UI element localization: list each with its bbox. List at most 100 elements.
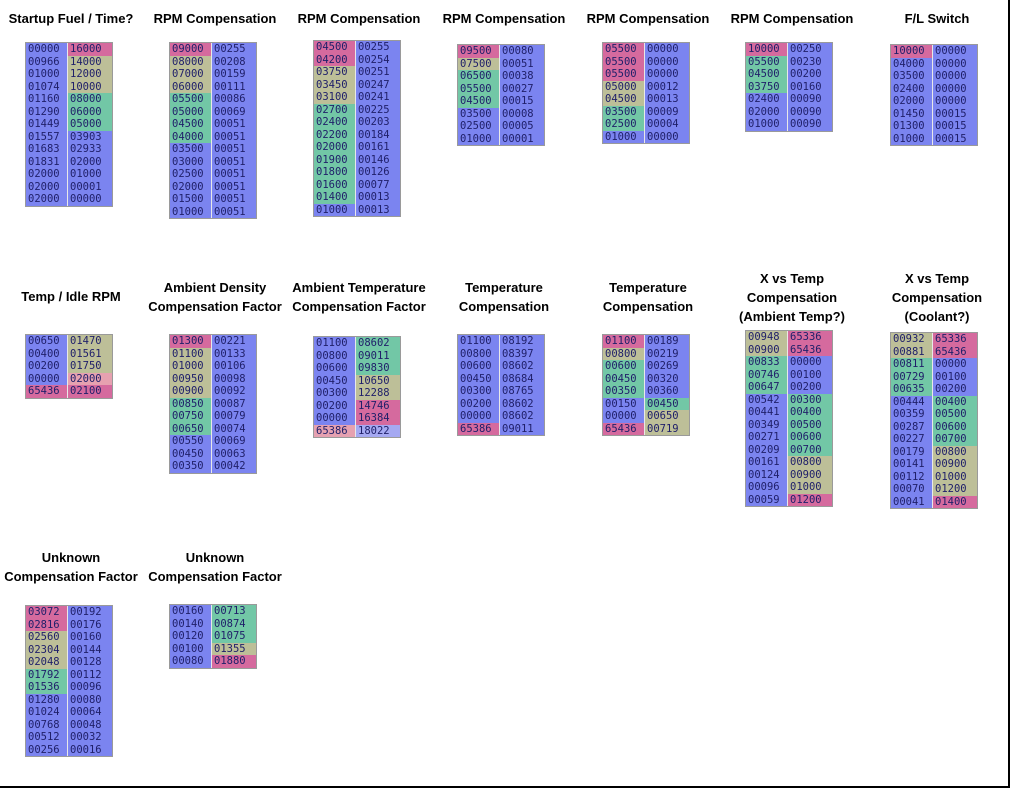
table-title: Temp / Idle RPM — [0, 287, 145, 306]
table-cell-y: 00042 — [212, 460, 256, 473]
table-cell-y: 08602 — [500, 397, 544, 410]
table-cell-y: 00874 — [212, 617, 256, 630]
table-cell-x: 00096 — [746, 481, 788, 494]
table-cell-y: 12000 — [68, 68, 112, 81]
table-cell-y: 00192 — [68, 606, 112, 619]
table-cell-y: 00063 — [212, 447, 256, 460]
table-cell-y: 00087 — [212, 397, 256, 410]
table-cell-x: 02000 — [314, 141, 356, 154]
table-cell-x: 65386 — [314, 424, 356, 437]
table-cell-y: 00251 — [356, 66, 400, 79]
table-title: RPM Compensation — [574, 9, 722, 28]
table-cell-y: 03903 — [68, 130, 112, 143]
table-cell-x: 04500 — [458, 95, 500, 108]
table-title: Temperature Compensation — [574, 278, 722, 316]
table-cell-x: 00070 — [891, 483, 933, 496]
table-cell-y: 00000 — [933, 82, 977, 95]
table-cell-y: 00160 — [788, 80, 832, 93]
table-cell-y: 08397 — [500, 347, 544, 360]
table-cell-y: 00027 — [500, 82, 544, 95]
table-cell-x: 10000 — [891, 45, 933, 58]
table-cell-x: 01024 — [26, 706, 68, 719]
table-cell-x: 65436 — [26, 385, 68, 398]
table-cell-x: 00800 — [314, 349, 356, 362]
table-cell-x: 00600 — [458, 360, 500, 373]
table-cell-x: 05500 — [458, 82, 500, 95]
table-cell-x: 05000 — [603, 80, 645, 93]
table-cell-x: 04000 — [170, 130, 212, 143]
table-cell-x: 01900 — [314, 153, 356, 166]
table-cell-y: 00128 — [68, 656, 112, 669]
table-cell-x: 00141 — [891, 458, 933, 471]
table-title-line: Startup Fuel / Time? — [8, 11, 134, 26]
table-cell-y: 05000 — [68, 118, 112, 131]
table-cell-x: 00350 — [603, 385, 645, 398]
table-title: Ambient Temperature Compensation Factor — [285, 278, 433, 316]
table-cell-y: 00900 — [933, 458, 977, 471]
table-cell-y: 02000 — [68, 155, 112, 168]
table-cell-x: 01000 — [746, 118, 788, 131]
table-cell-y: 00800 — [788, 456, 832, 469]
data-table: 01100 08192 00800 08397 00600 08602 00450 08684… — [457, 334, 545, 436]
table-cell-x: 03500 — [170, 143, 212, 156]
table-cell-y: 00032 — [68, 731, 112, 744]
data-table: 01300 00221 01100 00133 01000 00106 00950 00098… — [169, 334, 257, 474]
table-cell-x: 00811 — [891, 358, 933, 371]
table-cell-y: 00111 — [212, 80, 256, 93]
table-cell-x: 02000 — [26, 193, 68, 206]
table-cell-y: 00012 — [645, 80, 689, 93]
table-cell-x: 07500 — [458, 57, 500, 70]
table-cell-x: 02000 — [170, 180, 212, 193]
table-cell-x: 01280 — [26, 693, 68, 706]
table-cell-y: 00146 — [356, 153, 400, 166]
table-cell-y: 01000 — [933, 470, 977, 483]
table-cell-y: 16000 — [68, 43, 112, 56]
table-cell-x: 00160 — [170, 605, 212, 618]
table-cell-y: 00015 — [933, 120, 977, 133]
table-title-line: (Coolant?) — [904, 309, 970, 324]
table-cell-x: 01100 — [458, 335, 500, 348]
table-title-line: Compensation Factor — [148, 299, 282, 314]
table-cell-y: 00719 — [645, 422, 689, 435]
table-cell-y: 08602 — [500, 410, 544, 423]
table-cell-y: 00069 — [212, 105, 256, 118]
table-cell-x: 00300 — [314, 387, 356, 400]
table-cell-y: 00004 — [645, 118, 689, 131]
table-cell-y: 00038 — [500, 70, 544, 83]
table-title-line: RPM Compensation — [442, 11, 566, 26]
table-cell-y: 00051 — [500, 57, 544, 70]
table-cell-x: 02400 — [314, 116, 356, 129]
table-cell-x: 00600 — [603, 360, 645, 373]
table-cell-y: 65336 — [788, 331, 832, 344]
table-cell-x: 03000 — [170, 155, 212, 168]
table-title-line: Compensation — [458, 299, 550, 314]
table-title-line: RPM Compensation — [586, 11, 710, 26]
table-cell-x: 00650 — [26, 335, 68, 348]
data-table: 00948 65336 00900 65436 00833 00000 00746 00100… — [745, 330, 833, 507]
table-title: RPM Compensation — [141, 9, 289, 28]
table-cell-x: 02700 — [314, 103, 356, 116]
table-cell-y: 00255 — [356, 41, 400, 54]
table-cell-y: 00069 — [212, 435, 256, 448]
table-cell-y: 00000 — [645, 130, 689, 143]
table-cell-y: 00208 — [212, 55, 256, 68]
data-table: 09500 00080 07500 00051 06500 00038 05500 00027… — [457, 44, 545, 146]
table-cell-y: 00700 — [933, 433, 977, 446]
table-title-line: RPM Compensation — [297, 11, 421, 26]
table-cell-y: 00005 — [500, 120, 544, 133]
table-cell-y: 00184 — [356, 128, 400, 141]
table-cell-y: 00079 — [212, 410, 256, 423]
table-cell-y: 00090 — [788, 93, 832, 106]
table-title-line: Ambient Temperature — [292, 280, 426, 295]
table-cell-y: 01750 — [68, 360, 112, 373]
table-cell-x: 00400 — [26, 347, 68, 360]
table-cell-x: 04200 — [314, 53, 356, 66]
table-cell-x: 03500 — [458, 107, 500, 120]
table-cell-y: 00230 — [788, 55, 832, 68]
table-cell-x: 10000 — [746, 43, 788, 56]
table-cell-x: 01300 — [891, 120, 933, 133]
table-cell-x: 04500 — [746, 68, 788, 81]
table-cell-x: 00729 — [891, 370, 933, 383]
table-cell-x: 03100 — [314, 91, 356, 104]
